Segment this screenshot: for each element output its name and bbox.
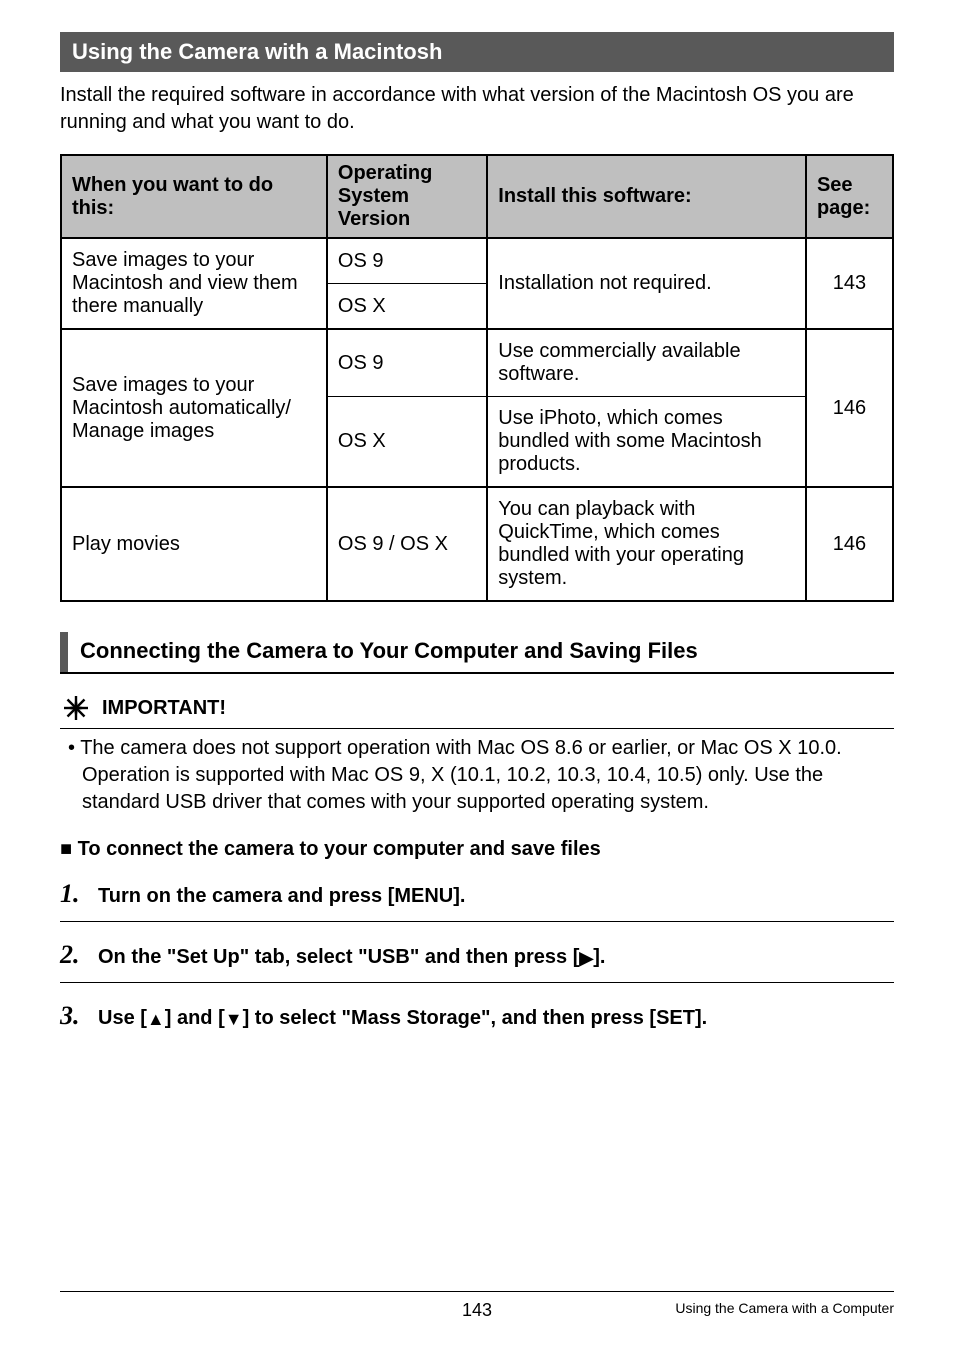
th-software: Install this software:: [487, 155, 806, 238]
step-text-part: ] to select "Mass Storage", and then pre…: [243, 1007, 708, 1029]
th-see: See page:: [806, 155, 893, 238]
important-note: • The camera does not support operation …: [60, 735, 894, 816]
step-number: 2.: [60, 940, 88, 970]
cell-when: Save images to your Macintosh automatica…: [61, 329, 327, 487]
table-row: Save images to your Macintosh and view t…: [61, 238, 893, 284]
table-row: Play movies OS 9 / OS X You can playback…: [61, 487, 893, 601]
cell-page: 146: [806, 329, 893, 487]
cell-os: OS 9 / OS X: [327, 487, 487, 601]
cell-os: OS 9: [327, 329, 487, 397]
intro-text: Install the required software in accorda…: [60, 82, 894, 136]
cell-software: Use iPhoto, which comes bundled with som…: [487, 397, 806, 488]
subsection-bar-icon: [60, 632, 68, 672]
cell-software: You can playback with QuickTime, which c…: [487, 487, 806, 601]
section-header: Using the Camera with a Macintosh: [60, 32, 894, 72]
footer-section-label: Using the Camera with a Computer: [675, 1300, 894, 1316]
important-row: IMPORTANT!: [60, 694, 894, 729]
cell-software: Installation not required.: [487, 238, 806, 329]
table-row: Save images to your Macintosh automatica…: [61, 329, 893, 397]
cell-os: OS 9: [327, 238, 487, 284]
step-2: 2. On the "Set Up" tab, select "USB" and…: [60, 940, 894, 970]
th-os: Operating System Version: [327, 155, 487, 238]
step-text: On the "Set Up" tab, select "USB" and th…: [98, 946, 605, 969]
step-text-part: On the "Set Up" tab, select "USB" and th…: [98, 946, 579, 968]
cell-when: Save images to your Macintosh and view t…: [61, 238, 327, 329]
arrow-down-icon: ▼: [225, 1010, 243, 1028]
cell-software: Use commercially available software.: [487, 329, 806, 397]
cell-page: 146: [806, 487, 893, 601]
step-text-part: Use [: [98, 1007, 147, 1029]
step-text: Use [▲] and [▼] to select "Mass Storage"…: [98, 1007, 707, 1030]
subsection-header: Connecting the Camera to Your Computer a…: [60, 632, 894, 674]
step-number: 1.: [60, 879, 88, 909]
cell-when: Play movies: [61, 487, 327, 601]
important-label: IMPORTANT!: [102, 697, 226, 720]
important-note-text: The camera does not support operation wi…: [80, 737, 841, 813]
cell-os: OS X: [327, 397, 487, 488]
step-3: 3. Use [▲] and [▼] to select "Mass Stora…: [60, 1001, 894, 1031]
step-text-part: ] and [: [165, 1007, 225, 1029]
cell-os: OS X: [327, 284, 487, 330]
cell-page: 143: [806, 238, 893, 329]
arrow-up-icon: ▲: [147, 1010, 165, 1028]
step-text-part: ].: [593, 946, 605, 968]
step-text: Turn on the camera and press [MENU].: [98, 885, 465, 908]
step-number: 3.: [60, 1001, 88, 1031]
software-table: When you want to do this: Operating Syst…: [60, 154, 894, 602]
connect-heading: To connect the camera to your computer a…: [60, 838, 894, 861]
subsection-title: Connecting the Camera to Your Computer a…: [80, 632, 698, 672]
page-footer: 143 Using the Camera with a Computer: [60, 1291, 894, 1321]
arrow-right-icon: ▶: [579, 949, 593, 967]
th-when: When you want to do this:: [61, 155, 327, 238]
important-asterisk-icon: [62, 694, 90, 722]
step-1: 1. Turn on the camera and press [MENU].: [60, 879, 894, 909]
